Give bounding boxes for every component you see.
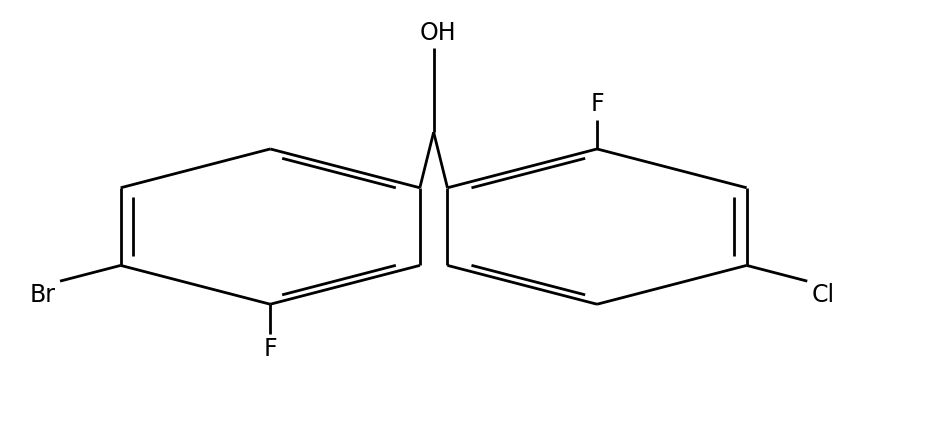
Text: F: F <box>591 92 604 116</box>
Text: F: F <box>264 337 277 361</box>
Text: OH: OH <box>420 21 457 45</box>
Text: Br: Br <box>29 283 56 307</box>
Text: Cl: Cl <box>812 283 835 307</box>
